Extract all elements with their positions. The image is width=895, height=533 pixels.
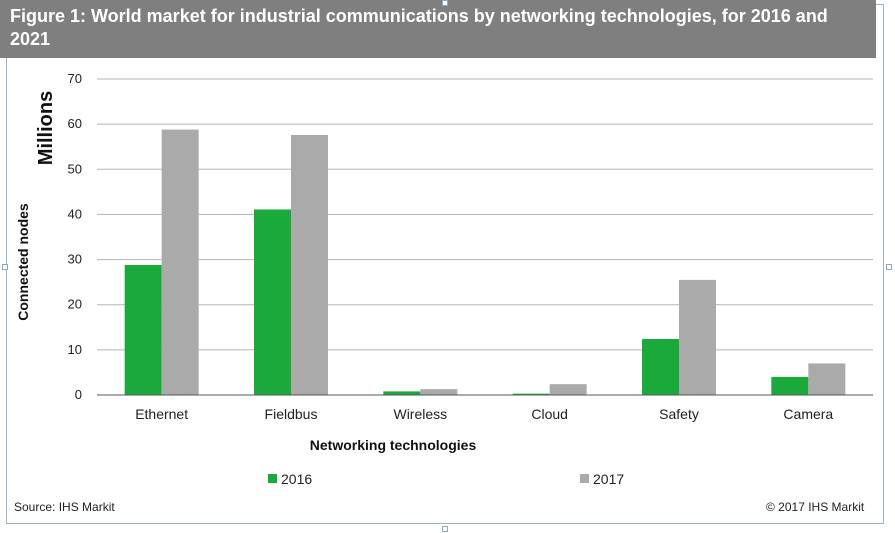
bar-cloud-2017 [549,384,587,395]
y-tick-label: 40 [68,206,82,221]
bar-cloud-2016 [512,393,550,395]
y-tick-label: 70 [68,71,82,86]
x-category-label: Safety [659,406,699,422]
x-category-label: Fieldbus [265,406,318,422]
chart-frame [6,4,884,524]
x-category-label: Ethernet [135,406,188,422]
x-category-label: Cloud [531,406,568,422]
bar-ethernet-2016 [124,264,162,395]
resize-handle-right[interactable] [886,264,892,270]
bar-wireless-2017 [420,389,458,395]
bars [124,129,846,395]
resize-handle-top[interactable] [442,0,448,6]
legend-label-2017: 2017 [593,471,624,487]
y-axis-ticks: 0 10 20 30 40 50 60 70 [68,71,82,402]
resize-handle-left[interactable] [2,264,8,270]
bar-fieldbus-2016 [254,209,291,395]
x-category-label: Camera [783,406,833,422]
copyright-note: © 2017 IHS Markit [766,500,865,514]
chart-title: Figure 1: World market for industrial co… [0,0,876,58]
y-tick-label: 60 [68,116,82,131]
y-tick-label: 10 [68,342,82,357]
bar-camera-2016 [771,376,809,395]
y-axis-units: Millions [35,91,57,165]
legend: 2016 2017 [268,471,624,487]
bar-wireless-2016 [383,391,421,395]
legend-swatch-2017 [580,474,589,483]
x-axis-title: Networking technologies [310,437,477,453]
source-note: Source: IHS Markit [14,500,115,514]
bar-camera-2017 [808,363,846,395]
y-axis-title: Connected nodes [15,203,31,321]
y-tick-label: 50 [68,161,82,176]
x-axis-categories: Ethernet Fieldbus Wireless Cloud Safety Camer… [135,406,833,422]
legend-label-2016: 2016 [281,471,312,487]
x-category-label: Wireless [393,406,447,422]
y-tick-label: 20 [68,297,82,312]
bar-safety-2016 [642,339,679,395]
y-tick-label: 30 [68,252,82,267]
gridlines [97,78,873,351]
resize-handle-bottom[interactable] [442,526,448,532]
bar-fieldbus-2017 [291,134,328,395]
bar-ethernet-2017 [161,129,199,395]
legend-swatch-2016 [268,474,277,483]
y-tick-label: 0 [75,387,82,402]
bar-safety-2017 [679,279,716,395]
